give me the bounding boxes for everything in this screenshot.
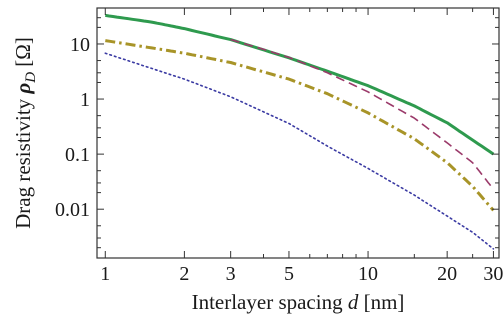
series-line-dashdot — [105, 39, 495, 212]
x-tick-label: 2 — [179, 263, 189, 285]
x-tick-label: 5 — [284, 263, 294, 285]
y-tick-label: 1 — [80, 89, 90, 111]
y-tick-label: 0.01 — [55, 199, 90, 221]
y-axis-label: Drag resistivity ρD [Ω] — [11, 37, 39, 229]
series-layer — [104, 13, 495, 250]
x-tick-label: 30 — [483, 263, 503, 285]
tick-labels-layer: 1 2 3 5 10 20 30 10 1 0.1 0.01 — [55, 34, 503, 285]
x-axis-label: Interlayer spacing d [nm] — [192, 290, 405, 314]
plot-frame — [96, 7, 500, 259]
series-line-dotted — [104, 52, 495, 250]
x-tick-label: 20 — [437, 263, 457, 285]
ticks-layer — [97, 8, 499, 258]
x-tick-label: 10 — [358, 263, 378, 285]
x-tick-label: 1 — [100, 263, 110, 285]
y-tick-label: 10 — [70, 34, 90, 56]
y-tick-label: 0.1 — [65, 144, 90, 166]
series-line-dashed — [230, 38, 495, 190]
series-line-solid — [105, 13, 495, 156]
x-tick-label: 3 — [226, 263, 236, 285]
